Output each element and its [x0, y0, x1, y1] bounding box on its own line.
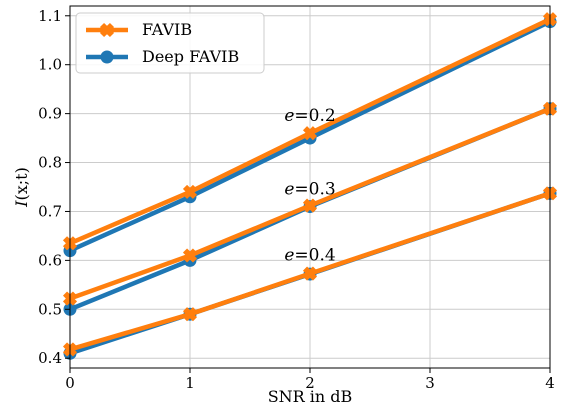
y-tick-label: 1.0 — [38, 56, 62, 74]
y-axis-ticks: 0.4 0.5 0.6 0.7 0.8 0.9 1.0 1.1 — [38, 7, 70, 367]
annotation-value: =0.4 — [294, 245, 335, 265]
annotation-symbol: e — [284, 245, 294, 265]
x-tick-label: 1 — [185, 374, 195, 392]
y-tick-label: 0.4 — [38, 349, 62, 367]
favib-marker — [303, 126, 317, 141]
x-tick-label: 2 — [305, 374, 315, 392]
favib-marker — [303, 198, 317, 213]
favib-marker — [100, 23, 114, 37]
deep-favib-line — [69, 19, 551, 253]
annotation-symbol: e — [284, 106, 294, 126]
y-axis-label-italic: I — [12, 200, 31, 208]
series-layer — [63, 12, 557, 360]
annotation-value: =0.2 — [294, 106, 335, 126]
y-tick-label: 0.9 — [38, 105, 62, 123]
x-axis-ticks: 0 1 2 3 4 — [65, 368, 555, 392]
series-group-annotation: e=0.3 — [284, 179, 335, 199]
x-axis-label: SNR in dB — [268, 387, 353, 406]
annotation-symbol: e — [284, 179, 294, 199]
annotations: e=0.2e=0.3e=0.4 — [284, 106, 335, 265]
series-group-annotation: e=0.4 — [284, 245, 335, 265]
x-tick-label: 0 — [65, 374, 75, 392]
y-tick-label: 1.1 — [38, 7, 62, 25]
legend: FAVIB Deep FAVIB — [75, 12, 265, 74]
favib-line — [69, 17, 551, 246]
legend-entry: Deep FAVIB — [86, 47, 239, 66]
legend-label: Deep FAVIB — [142, 47, 239, 66]
legend-entry: FAVIB — [86, 20, 192, 39]
y-tick-label: 0.7 — [38, 202, 62, 220]
favib-line — [69, 106, 551, 301]
favib-marker — [183, 307, 197, 322]
y-axis-label: I(x;t) — [12, 167, 31, 208]
legend-marker — [100, 50, 114, 64]
annotation-value: =0.3 — [294, 179, 335, 199]
series-group-annotation: e=0.2 — [284, 106, 335, 126]
y-tick-label: 0.8 — [38, 154, 62, 172]
x-tick-label: 4 — [545, 374, 555, 392]
y-tick-label: 0.6 — [38, 251, 62, 269]
favib-marker — [183, 248, 197, 263]
legend-label: FAVIB — [142, 20, 192, 39]
y-axis-label-rest: (x;t) — [12, 167, 31, 200]
favib-marker — [183, 184, 197, 199]
favib-line — [69, 191, 551, 352]
y-tick-label: 0.5 — [38, 300, 62, 318]
favib-marker — [303, 266, 317, 281]
x-tick-label: 3 — [425, 374, 435, 392]
